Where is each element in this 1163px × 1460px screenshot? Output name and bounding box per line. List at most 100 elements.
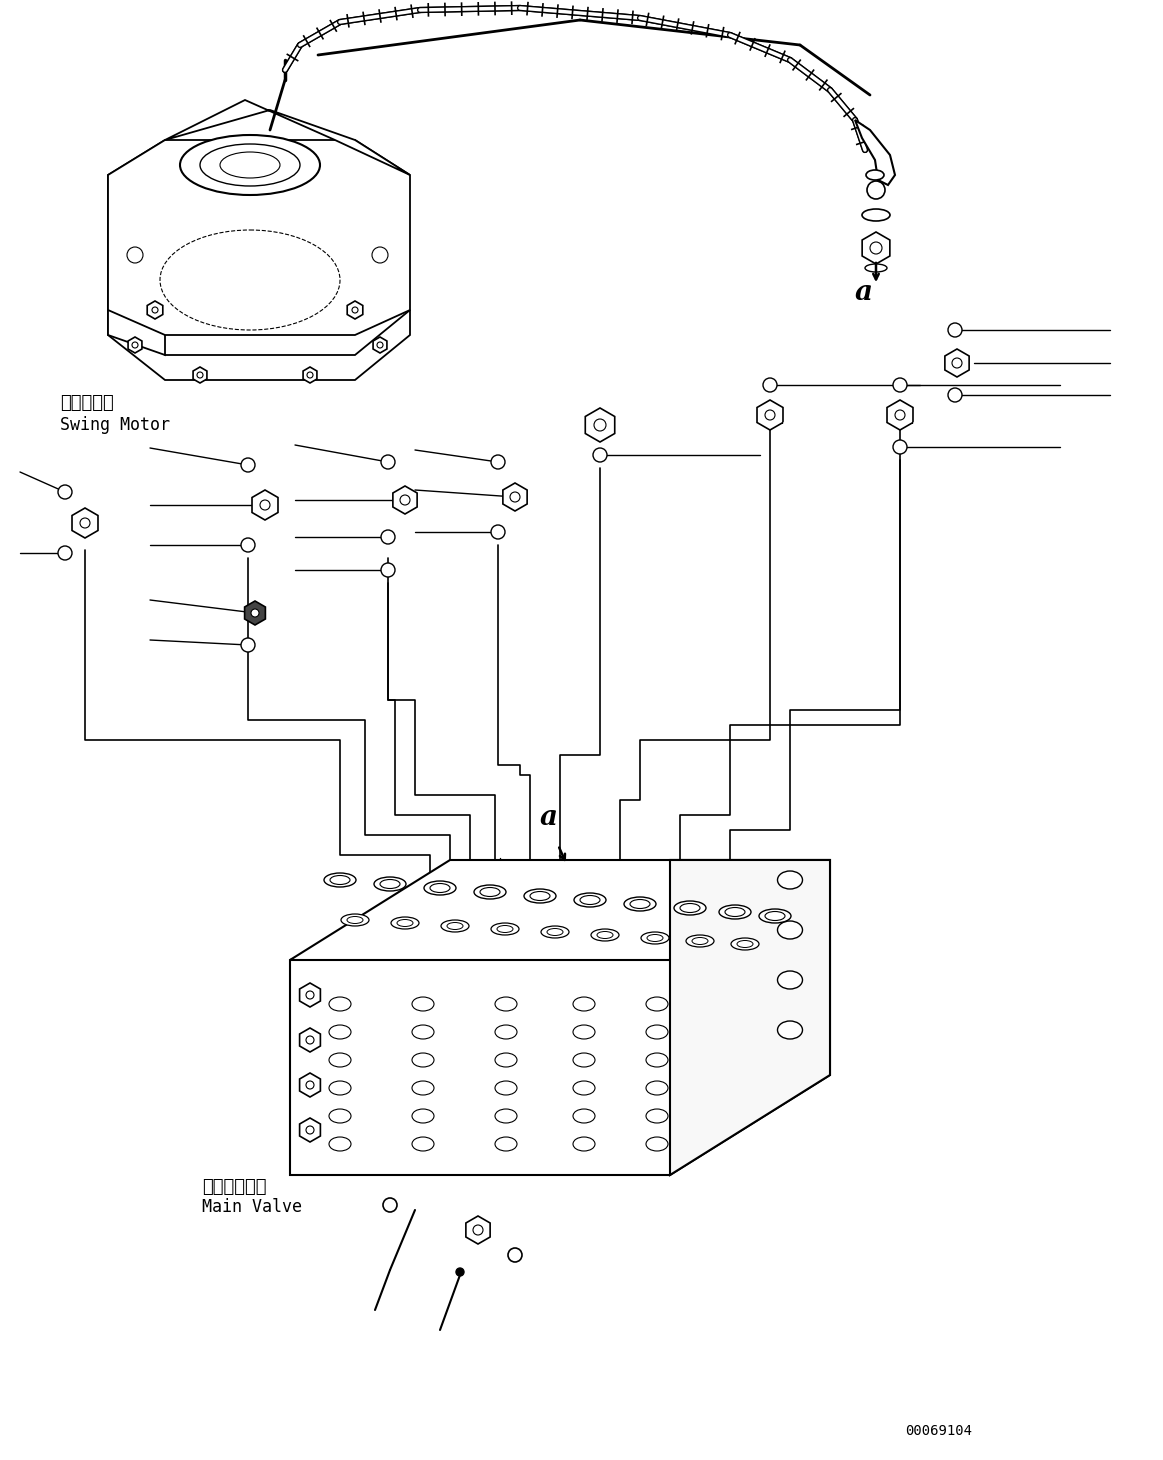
Circle shape [763, 378, 777, 391]
Ellipse shape [573, 1053, 595, 1067]
Circle shape [307, 372, 313, 378]
Ellipse shape [719, 905, 751, 918]
Ellipse shape [200, 145, 300, 185]
Circle shape [765, 410, 775, 420]
Circle shape [127, 247, 143, 263]
Text: 旋回モータ: 旋回モータ [60, 394, 114, 412]
Circle shape [400, 495, 411, 505]
Ellipse shape [645, 1053, 668, 1067]
Circle shape [58, 546, 72, 561]
Ellipse shape [575, 894, 606, 907]
Circle shape [952, 358, 962, 368]
Circle shape [948, 323, 962, 337]
Circle shape [58, 485, 72, 499]
Ellipse shape [424, 880, 456, 895]
Ellipse shape [397, 920, 413, 927]
Circle shape [491, 526, 505, 539]
Ellipse shape [412, 1137, 434, 1150]
Ellipse shape [680, 904, 700, 912]
Ellipse shape [329, 1025, 351, 1040]
Polygon shape [348, 301, 363, 318]
Ellipse shape [573, 1110, 595, 1123]
Polygon shape [244, 602, 265, 625]
Circle shape [593, 448, 607, 461]
Ellipse shape [380, 879, 400, 889]
Circle shape [241, 537, 255, 552]
Polygon shape [304, 366, 317, 383]
Ellipse shape [865, 264, 887, 272]
Ellipse shape [675, 901, 706, 915]
Ellipse shape [475, 885, 506, 899]
Circle shape [381, 456, 395, 469]
Polygon shape [108, 140, 411, 334]
Circle shape [594, 419, 606, 431]
Ellipse shape [329, 1080, 351, 1095]
Ellipse shape [573, 1137, 595, 1150]
Ellipse shape [778, 921, 802, 939]
Circle shape [306, 1080, 314, 1089]
Ellipse shape [645, 1137, 668, 1150]
Ellipse shape [412, 1110, 434, 1123]
Text: 00069104: 00069104 [905, 1424, 972, 1438]
Text: a: a [855, 279, 873, 307]
Ellipse shape [573, 1025, 595, 1040]
Circle shape [372, 247, 388, 263]
Ellipse shape [645, 1080, 668, 1095]
Ellipse shape [645, 997, 668, 1010]
Polygon shape [757, 400, 783, 431]
Polygon shape [252, 491, 278, 520]
Ellipse shape [641, 931, 669, 945]
Circle shape [948, 388, 962, 402]
Circle shape [306, 991, 314, 999]
Circle shape [893, 378, 907, 391]
Ellipse shape [541, 926, 569, 937]
Polygon shape [944, 349, 969, 377]
Ellipse shape [412, 997, 434, 1010]
Ellipse shape [732, 937, 759, 950]
Ellipse shape [573, 997, 595, 1010]
Ellipse shape [491, 923, 519, 934]
Ellipse shape [412, 1053, 434, 1067]
Circle shape [381, 530, 395, 545]
Ellipse shape [591, 929, 619, 942]
Circle shape [383, 1199, 397, 1212]
Ellipse shape [645, 1025, 668, 1040]
Circle shape [491, 456, 505, 469]
Ellipse shape [495, 1053, 518, 1067]
Ellipse shape [573, 1080, 595, 1095]
Ellipse shape [495, 1137, 518, 1150]
Ellipse shape [686, 934, 714, 948]
Ellipse shape [412, 1080, 434, 1095]
Ellipse shape [625, 896, 656, 911]
Text: Main Valve: Main Valve [202, 1199, 302, 1216]
Circle shape [893, 439, 907, 454]
Ellipse shape [441, 920, 469, 931]
Circle shape [456, 1267, 464, 1276]
Polygon shape [300, 1118, 320, 1142]
Ellipse shape [778, 971, 802, 988]
Ellipse shape [329, 1110, 351, 1123]
Ellipse shape [495, 1080, 518, 1095]
Circle shape [197, 372, 204, 378]
Polygon shape [502, 483, 527, 511]
Polygon shape [148, 301, 163, 318]
Ellipse shape [778, 872, 802, 889]
Ellipse shape [862, 209, 890, 220]
Polygon shape [373, 337, 387, 353]
Ellipse shape [495, 997, 518, 1010]
Text: a: a [540, 804, 558, 831]
Circle shape [381, 564, 395, 577]
Ellipse shape [480, 888, 500, 896]
Polygon shape [193, 366, 207, 383]
Ellipse shape [630, 899, 650, 908]
Polygon shape [72, 508, 98, 537]
Polygon shape [855, 120, 896, 185]
Circle shape [251, 609, 259, 618]
Circle shape [352, 307, 358, 312]
Text: メインバルブ: メインバルブ [202, 1178, 266, 1196]
Ellipse shape [580, 895, 600, 905]
Polygon shape [887, 400, 913, 431]
Circle shape [870, 242, 882, 254]
Polygon shape [108, 140, 165, 355]
Ellipse shape [525, 889, 556, 902]
